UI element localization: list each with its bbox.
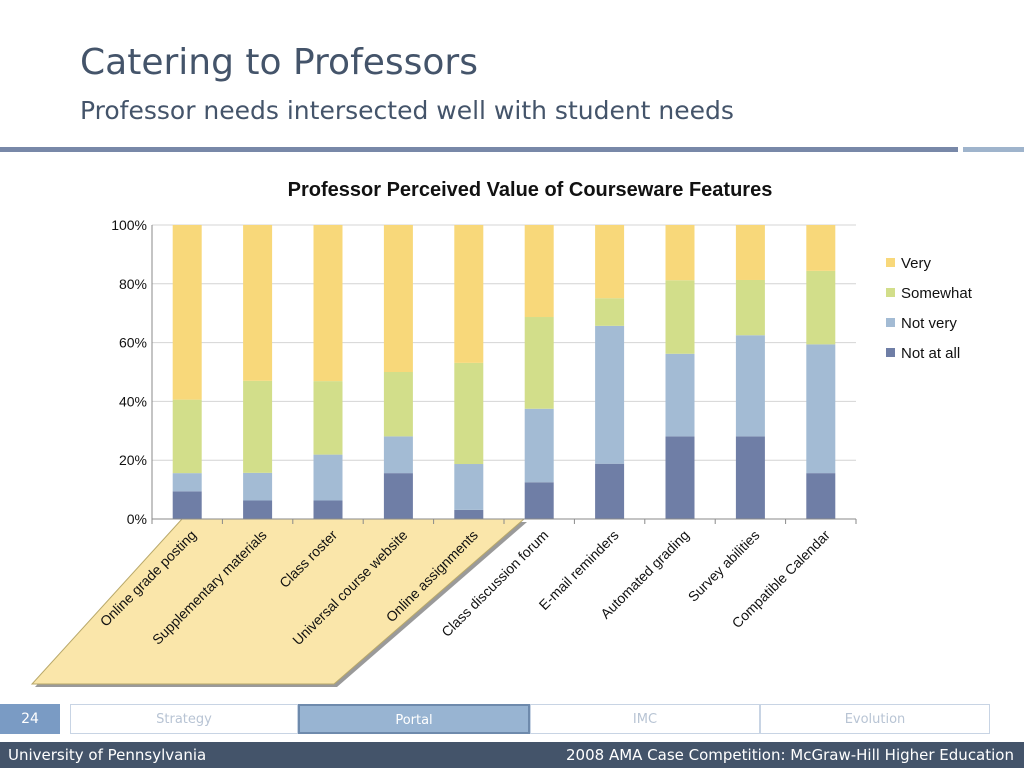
bar-segment <box>665 353 695 437</box>
bar-segment <box>524 225 554 318</box>
legend-swatch <box>886 348 895 357</box>
bar-segment <box>313 454 343 501</box>
legend-label: Very <box>901 255 932 272</box>
y-tick-label: 0% <box>127 511 147 527</box>
legend-label: Somewhat <box>901 285 973 302</box>
bar-segment <box>806 344 836 474</box>
bar-segment <box>735 225 765 280</box>
bar-segment <box>313 500 343 519</box>
bar-segment <box>383 473 413 519</box>
tab-strategy[interactable]: Strategy <box>70 704 298 734</box>
slide-subtitle: Professor needs intersected well with st… <box>80 96 734 125</box>
bar-segment <box>383 372 413 437</box>
bar-segment <box>806 473 836 519</box>
bar-segment <box>524 482 554 519</box>
bar-segment <box>735 335 765 437</box>
bar-segment <box>172 225 202 400</box>
bar-segment <box>454 225 484 363</box>
bar-segment <box>313 381 343 455</box>
y-tick-label: 20% <box>119 452 147 468</box>
stacked-bar-chart: Professor Perceived Value of Courseware … <box>30 179 973 687</box>
tab-evolution[interactable]: Evolution <box>760 704 990 734</box>
slide-title: Catering to Professors <box>80 42 478 83</box>
tab-imc[interactable]: IMC <box>530 704 760 734</box>
bar-segment <box>595 225 625 299</box>
bar-segment <box>454 362 484 465</box>
footer-university: University of Pennsylvania <box>8 746 207 764</box>
title-divider-accent <box>963 147 1024 152</box>
bar-segment <box>595 298 625 326</box>
bar-segment <box>524 408 554 483</box>
title-divider <box>0 147 958 152</box>
bar-segment <box>243 500 273 519</box>
bar-segment <box>454 464 484 510</box>
bar-segment <box>172 491 202 519</box>
bar-segment <box>454 509 484 519</box>
y-tick-label: 100% <box>111 217 147 233</box>
page-number-box <box>0 704 60 734</box>
tab-portal[interactable]: Portal <box>298 704 530 734</box>
bar-segment <box>595 463 625 519</box>
y-tick-label: 80% <box>119 276 147 292</box>
chart-title: Professor Perceived Value of Courseware … <box>288 179 773 201</box>
bar-segment <box>524 317 554 409</box>
legend-label: Not at all <box>901 345 960 362</box>
footer-bar <box>0 742 1024 768</box>
bar-segment <box>243 472 273 501</box>
bar-segment <box>665 225 695 281</box>
page-number: 24 <box>21 711 39 727</box>
y-tick-label: 40% <box>119 393 147 409</box>
legend-swatch <box>886 288 895 297</box>
footer-competition: 2008 AMA Case Competition: McGraw-Hill H… <box>566 746 1014 764</box>
highlight-band <box>30 518 526 685</box>
bar-segment <box>806 225 836 271</box>
bar-segment <box>735 436 765 519</box>
bar-segment <box>806 270 836 345</box>
bar-segment <box>665 436 695 519</box>
bar-segment <box>243 225 273 381</box>
bar-segment <box>735 279 765 336</box>
y-tick-label: 60% <box>119 335 147 351</box>
legend-swatch <box>886 258 895 267</box>
x-category-label: Survey abilities <box>685 527 763 605</box>
legend-swatch <box>886 318 895 327</box>
legend-label: Not very <box>901 315 957 332</box>
bar-segment <box>172 399 202 474</box>
bar-segment <box>172 473 202 492</box>
bar-segment <box>313 225 343 382</box>
bar-segment <box>243 380 273 473</box>
bar-segment <box>665 280 695 354</box>
bar-segment <box>383 225 413 372</box>
bar-segment <box>383 436 413 474</box>
bar-segment <box>595 325 625 464</box>
